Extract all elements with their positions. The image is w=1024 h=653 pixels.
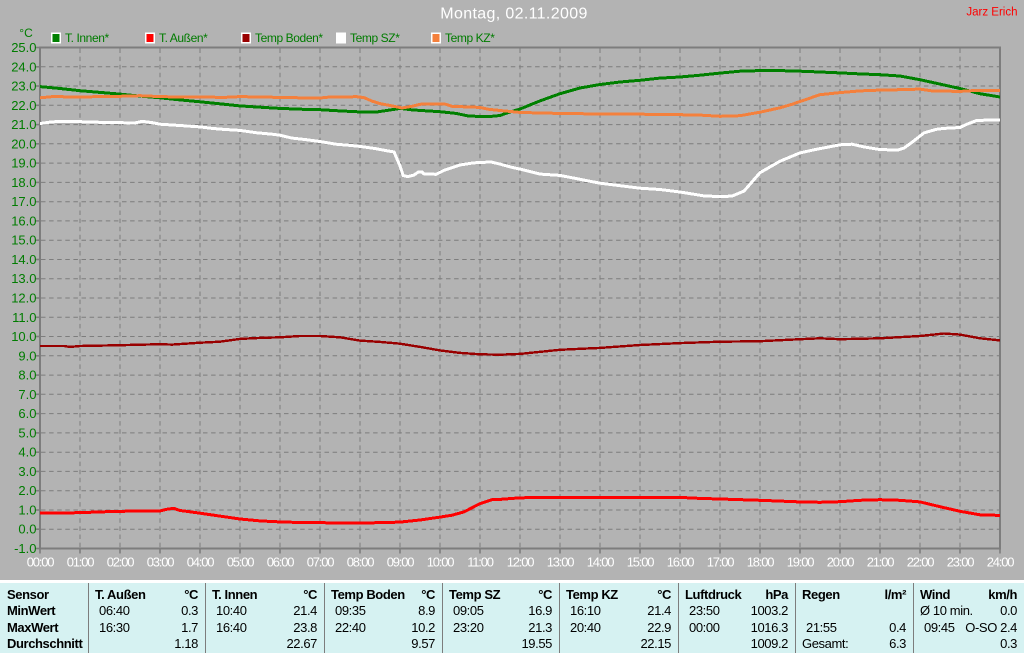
svg-text:15.0: 15.0 (11, 233, 36, 248)
svg-text:20:00: 20:00 (827, 555, 855, 570)
svg-text:13:00: 13:00 (547, 555, 575, 570)
svg-text:16.0: 16.0 (11, 213, 36, 228)
svg-text:0.0: 0.0 (18, 522, 36, 537)
svg-text:01:00: 01:00 (67, 555, 95, 570)
svg-text:25.0: 25.0 (11, 40, 36, 55)
svg-text:23.0: 23.0 (11, 79, 36, 94)
svg-text:21:00: 21:00 (867, 555, 895, 570)
svg-text:24.0: 24.0 (11, 59, 36, 74)
svg-text:Temp Boden*: Temp Boden* (255, 31, 323, 45)
svg-text:Temp KZ*: Temp KZ* (445, 31, 495, 45)
svg-text:11.0: 11.0 (12, 310, 36, 325)
svg-text:13.0: 13.0 (11, 271, 36, 286)
svg-text:Jarz Erich: Jarz Erich (966, 7, 1017, 19)
svg-text:15:00: 15:00 (627, 555, 655, 570)
svg-text:19.0: 19.0 (11, 156, 36, 171)
svg-text:20.0: 20.0 (11, 136, 36, 151)
svg-text:4.0: 4.0 (18, 445, 36, 460)
svg-text:10:00: 10:00 (427, 555, 455, 570)
svg-text:22.0: 22.0 (11, 98, 36, 113)
svg-text:19:00: 19:00 (787, 555, 815, 570)
svg-text:03:00: 03:00 (147, 555, 175, 570)
svg-text:16:00: 16:00 (667, 555, 695, 570)
svg-text:18.0: 18.0 (11, 175, 36, 190)
svg-text:06:00: 06:00 (267, 555, 295, 570)
svg-text:8.0: 8.0 (18, 368, 36, 383)
svg-text:10.0: 10.0 (11, 329, 36, 344)
svg-text:23:00: 23:00 (947, 555, 975, 570)
svg-text:09:00: 09:00 (387, 555, 415, 570)
svg-text:6.0: 6.0 (18, 406, 36, 421)
svg-text:05:00: 05:00 (227, 555, 255, 570)
svg-text:14.0: 14.0 (11, 252, 36, 267)
svg-text:5.0: 5.0 (18, 425, 36, 440)
svg-text:3.0: 3.0 (18, 464, 36, 479)
svg-text:Montag, 02.11.2009: Montag, 02.11.2009 (440, 6, 587, 23)
svg-text:°C: °C (19, 26, 33, 40)
svg-text:18:00: 18:00 (747, 555, 775, 570)
svg-text:2.0: 2.0 (18, 483, 36, 498)
svg-text:1.0: 1.0 (18, 503, 36, 518)
svg-text:08:00: 08:00 (347, 555, 375, 570)
svg-text:14:00: 14:00 (587, 555, 615, 570)
svg-text:02:00: 02:00 (107, 555, 135, 570)
svg-text:-1.0: -1.0 (14, 541, 36, 556)
svg-text:00:00: 00:00 (27, 555, 55, 570)
svg-text:22:00: 22:00 (907, 555, 935, 570)
svg-text:7.0: 7.0 (18, 387, 36, 402)
svg-text:17:00: 17:00 (707, 555, 735, 570)
svg-text:07:00: 07:00 (307, 555, 335, 570)
svg-text:17.0: 17.0 (11, 194, 36, 209)
svg-text:T. Außen*: T. Außen* (159, 31, 208, 45)
svg-text:Temp SZ*: Temp SZ* (350, 31, 400, 45)
svg-text:12:00: 12:00 (507, 555, 535, 570)
svg-text:04:00: 04:00 (187, 555, 215, 570)
svg-text:9.0: 9.0 (18, 348, 36, 363)
svg-text:24:00: 24:00 (987, 555, 1015, 570)
svg-text:12.0: 12.0 (11, 291, 36, 306)
svg-text:11:00: 11:00 (467, 555, 494, 570)
svg-text:21.0: 21.0 (11, 117, 36, 132)
svg-text:T. Innen*: T. Innen* (65, 31, 109, 45)
